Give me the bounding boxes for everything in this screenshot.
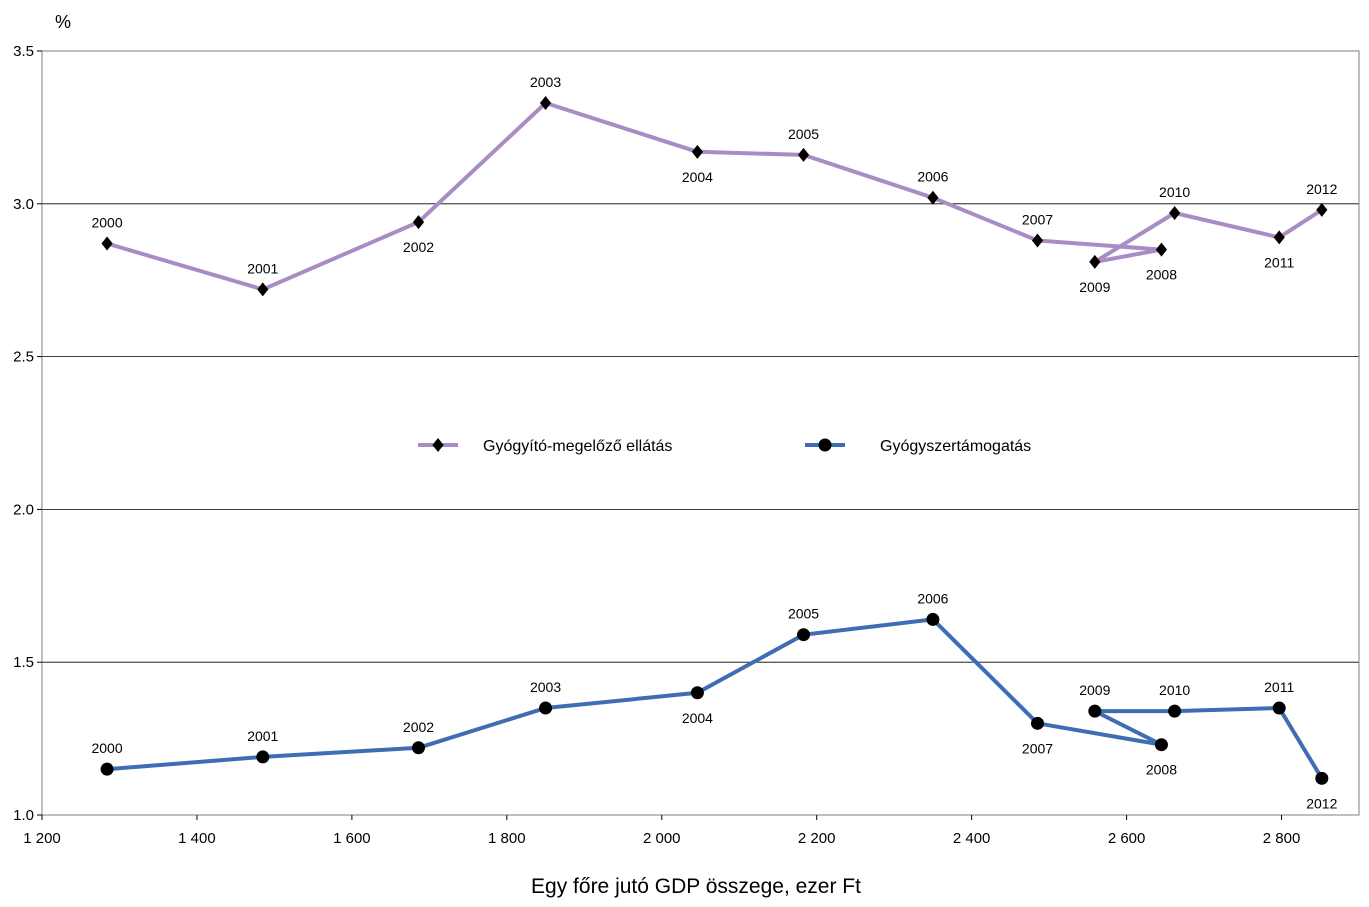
data-point [257, 282, 269, 297]
data-point-label: 2008 [1146, 762, 1177, 778]
gridlines [42, 50, 1359, 816]
data-point-label: 2003 [530, 74, 561, 90]
legend-marker [818, 438, 832, 452]
data-point-label: 2002 [403, 719, 434, 735]
data-point [539, 95, 552, 110]
legend-label: Gyógyszertámogatás [880, 438, 1031, 455]
data-point-label: 2011 [1264, 679, 1294, 695]
legend-item: Gyógyító-megelőző ellátás [418, 438, 672, 455]
data-point-label: 2007 [1022, 211, 1053, 227]
legend-marker [432, 438, 444, 452]
y-axis-unit-label: % [55, 12, 71, 32]
series-2: 2000 2001 2002 2003 2004 2005 2006 2007 2008 2009… [91, 590, 1337, 811]
data-point-label: 2002 [403, 239, 434, 255]
series-1: 2000 2001 2002 2003 2004 2005 2006 2007 2008 2009… [91, 74, 1338, 297]
data-point-label: 2012 [1306, 181, 1337, 197]
data-point-label: 2005 [788, 606, 819, 622]
data-point [101, 236, 113, 251]
data-point-label: 2009 [1079, 279, 1110, 295]
data-point [690, 686, 704, 700]
data-point [797, 628, 811, 642]
data-point [1272, 701, 1286, 715]
x-tick-label: 1 400 [178, 830, 216, 847]
data-point-label: 2000 [91, 740, 122, 756]
data-point-label: 2012 [1306, 795, 1337, 811]
data-point [1089, 254, 1101, 269]
data-point [691, 144, 704, 159]
y-tick-label: 3.5 [13, 43, 34, 60]
data-point [539, 701, 553, 715]
data-point-label: 2001 [247, 728, 278, 744]
x-axis-title: Egy főre jutó GDP összege, ezer Ft [531, 875, 861, 898]
x-tick-label: 2 800 [1263, 830, 1301, 847]
x-tick-label: 2 600 [1108, 830, 1146, 847]
data-point-label: 2005 [788, 126, 819, 142]
y-tick-label: 1.5 [13, 654, 34, 671]
data-point [797, 147, 810, 162]
x-tick-label: 2 400 [953, 830, 991, 847]
series-line [106, 617, 1324, 780]
data-point [1154, 738, 1168, 752]
data-point-label: 2009 [1079, 682, 1110, 698]
x-tick-label: 1 600 [333, 830, 371, 847]
data-point [100, 762, 114, 776]
data-point-label: 2001 [247, 260, 278, 276]
data-point-label: 2007 [1022, 740, 1053, 756]
series-layer: 2000 2001 2002 2003 2004 2005 2006 2007 2008 2009… [91, 74, 1337, 811]
data-point [1031, 233, 1044, 248]
y-tick-label: 2.5 [13, 349, 34, 366]
x-tick-label: 1 800 [488, 830, 526, 847]
x-tick-label: 2 200 [798, 830, 836, 847]
data-point [1030, 716, 1044, 730]
data-point-label: 2011 [1264, 254, 1294, 270]
data-point [927, 190, 939, 205]
data-point-label: 2008 [1146, 267, 1177, 283]
data-point-label: 2010 [1159, 682, 1190, 698]
data-point-label: 2004 [682, 710, 713, 726]
data-point [1316, 202, 1328, 217]
y-tick-label: 3.0 [13, 196, 34, 213]
data-point [256, 750, 270, 764]
data-point [1155, 242, 1168, 257]
series-line [106, 101, 1323, 292]
data-point [1169, 205, 1181, 220]
y-axis-ticks: 1.0 1.5 2.0 2.5 3.0 3.5 [13, 43, 42, 824]
legend-item: Gyógyszertámogatás [805, 438, 1031, 455]
data-point-label: 2006 [917, 590, 948, 606]
data-point [1088, 704, 1102, 718]
y-tick-label: 1.0 [13, 807, 34, 824]
data-point [1315, 771, 1329, 785]
data-point-label: 2006 [917, 169, 948, 185]
data-point [1168, 704, 1182, 718]
x-axis-ticks: 1 200 1 400 1 600 1 800 2 000 2 200 2 400 2 600… [23, 815, 1300, 847]
legend-label: Gyógyító-megelőző ellátás [483, 438, 672, 455]
x-tick-label: 2 000 [643, 830, 681, 847]
x-tick-label: 1 200 [23, 830, 61, 847]
data-point [1273, 230, 1285, 245]
data-point [926, 612, 940, 626]
data-point-label: 2004 [682, 169, 713, 185]
data-point [412, 215, 425, 230]
plot-area-frame [41, 50, 1360, 816]
y-tick-label: 2.0 [13, 501, 34, 518]
data-point [412, 741, 426, 755]
legend: Gyógyító-megelőző ellátás Gyógyszertámoga… [418, 438, 1031, 455]
data-point-label: 2010 [1159, 184, 1190, 200]
data-point-label: 2000 [91, 215, 122, 231]
data-point-label: 2003 [530, 679, 561, 695]
